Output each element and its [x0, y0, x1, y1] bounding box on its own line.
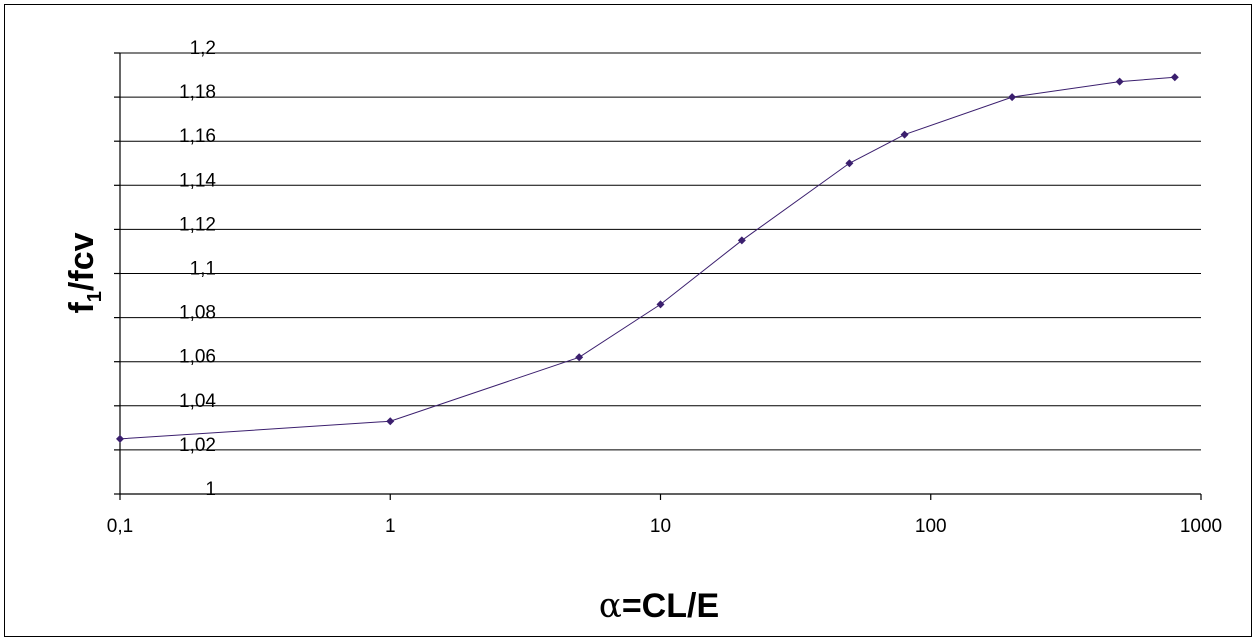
y-tick-label: 1,18: [179, 82, 216, 103]
axes: [114, 52, 1202, 500]
y-tick-label: 1,12: [179, 214, 216, 235]
x-tick-label: 1: [385, 516, 396, 537]
y-axis-title-subscript: 1: [84, 291, 106, 302]
y-tick-label: 1,2: [190, 38, 216, 59]
y-tick-label: 1,02: [179, 435, 216, 456]
series-layer: [116, 73, 1179, 443]
y-tick-label: 1: [205, 479, 216, 500]
y-tick-label: 1,06: [179, 347, 216, 368]
y-tick-label: 1,1: [190, 259, 216, 280]
y-axis-title-rest: /fcv: [63, 232, 101, 291]
y-tick-label: 1,16: [179, 126, 216, 147]
data-point-marker: [116, 434, 124, 443]
data-point-marker: [1170, 73, 1179, 82]
y-tick-labels: 1 1,02 1,04 1,06 1,08 1,1 1,12 1,14 1,16 1,18 1,2: [179, 38, 216, 500]
series-line: [119, 76, 1175, 440]
data-point-marker: [1115, 77, 1124, 86]
y-axis-title: f1/fcv: [63, 232, 106, 313]
data-point-marker: [845, 159, 854, 168]
y-tick-label: 1,08: [179, 303, 216, 324]
y-axis-title-main: f: [63, 302, 101, 314]
chart-frame: 1 1,02 1,04 1,06 1,08 1,1 1,12 1,14 1,16 1,18 1,2 …: [4, 4, 1252, 637]
data-point-marker: [737, 236, 746, 245]
x-tick-label: 100: [915, 516, 947, 537]
data-point-marker: [386, 417, 395, 426]
x-tick-labels: 0,1 1 10 100 1000: [107, 516, 1222, 537]
y-tick-label: 1,14: [179, 170, 216, 191]
data-point-marker: [900, 130, 909, 139]
x-axis-title: α=CL/E: [599, 586, 719, 626]
x-tick-label: 1000: [1180, 516, 1222, 537]
x-axis-title-text: =CL/E: [622, 587, 719, 625]
data-point-marker: [1008, 93, 1017, 102]
data-point-marker: [575, 353, 584, 362]
y-tick-label: 1,04: [179, 391, 216, 412]
x-tick-label: 10: [650, 516, 671, 537]
x-tick-label: 0,1: [107, 516, 133, 537]
x-axis-title-symbol: α: [599, 586, 622, 626]
gridlines: [120, 52, 1201, 451]
data-point-marker: [656, 300, 665, 309]
line-chart: 11,021,041,061,081,11,121,141,161,181,2 …: [63, 38, 1222, 626]
